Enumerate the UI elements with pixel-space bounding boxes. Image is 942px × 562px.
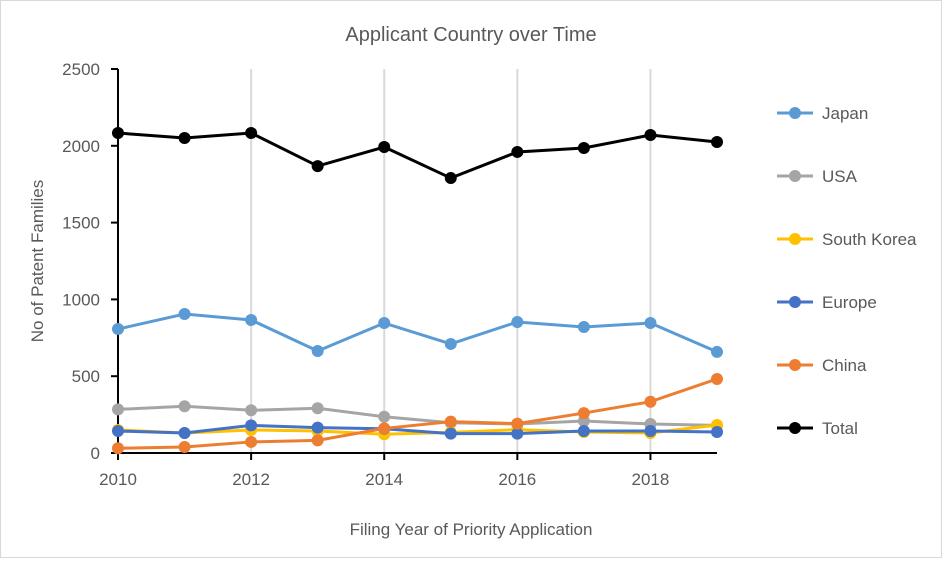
legend-marker bbox=[789, 170, 801, 182]
data-point bbox=[178, 131, 191, 144]
y-tick-label: 1000 bbox=[62, 290, 100, 309]
y-tick-label: 2500 bbox=[62, 60, 100, 79]
data-point bbox=[378, 422, 391, 435]
data-point bbox=[644, 425, 657, 438]
series-line-japan bbox=[117, 312, 718, 354]
data-point bbox=[112, 403, 124, 416]
legend-label: Europe bbox=[822, 293, 877, 312]
y-axis-label: No of Patent Families bbox=[28, 180, 47, 343]
data-point bbox=[311, 434, 324, 447]
x-tick-label: 2018 bbox=[632, 470, 670, 489]
data-point bbox=[178, 427, 191, 440]
x-tick-label: 2016 bbox=[498, 470, 536, 489]
data-point bbox=[444, 427, 457, 440]
legend-marker bbox=[789, 233, 801, 245]
data-point bbox=[711, 425, 723, 438]
data-point bbox=[378, 141, 391, 154]
data-point bbox=[711, 372, 723, 385]
series-line-total bbox=[117, 131, 718, 180]
data-point bbox=[644, 129, 657, 142]
data-point bbox=[311, 421, 324, 434]
y-tick-label: 1500 bbox=[62, 214, 100, 233]
data-point bbox=[444, 337, 457, 350]
data-point bbox=[577, 321, 590, 334]
data-point bbox=[245, 404, 258, 417]
legend-label: Total bbox=[822, 419, 858, 438]
series-line-china bbox=[117, 377, 718, 450]
x-axis-label: Filing Year of Priority Application bbox=[350, 520, 593, 539]
data-point bbox=[711, 345, 723, 358]
data-point bbox=[311, 160, 324, 173]
data-point bbox=[577, 407, 590, 420]
legend-marker bbox=[789, 107, 801, 119]
data-point bbox=[644, 317, 657, 330]
data-point bbox=[311, 402, 324, 415]
data-point bbox=[311, 345, 324, 358]
x-tick-label: 2010 bbox=[99, 470, 137, 489]
data-point bbox=[112, 323, 124, 336]
data-point bbox=[112, 425, 124, 438]
data-point bbox=[112, 127, 124, 140]
legend-marker bbox=[789, 422, 801, 434]
series-line-usa bbox=[117, 404, 718, 427]
data-point bbox=[511, 145, 524, 158]
data-point bbox=[245, 313, 258, 326]
data-point bbox=[711, 135, 723, 148]
x-tick-label: 2014 bbox=[365, 470, 403, 489]
data-point bbox=[178, 307, 191, 320]
data-point bbox=[511, 427, 524, 440]
data-point bbox=[245, 435, 258, 448]
legend-marker bbox=[789, 296, 801, 308]
data-point bbox=[378, 317, 391, 330]
data-point bbox=[245, 419, 258, 432]
data-point bbox=[112, 442, 124, 455]
y-tick-label: 500 bbox=[72, 367, 100, 386]
data-point bbox=[577, 141, 590, 154]
data-point bbox=[577, 425, 590, 438]
data-point bbox=[378, 410, 391, 423]
data-point bbox=[444, 415, 457, 428]
data-point bbox=[644, 395, 657, 408]
data-point bbox=[444, 172, 457, 185]
y-tick-label: 2000 bbox=[62, 137, 100, 156]
y-tick-label: 0 bbox=[91, 444, 100, 463]
x-tick-label: 2012 bbox=[232, 470, 270, 489]
data-point bbox=[245, 127, 258, 140]
legend-label: China bbox=[822, 356, 867, 375]
legend-label: Japan bbox=[822, 104, 868, 123]
legend-label: USA bbox=[822, 167, 858, 186]
data-point bbox=[178, 400, 191, 413]
legend-label: South Korea bbox=[822, 230, 917, 249]
data-point bbox=[511, 315, 524, 328]
data-point bbox=[178, 441, 191, 454]
data-point bbox=[511, 417, 524, 430]
legend-marker bbox=[789, 359, 801, 371]
series-line-europe bbox=[117, 423, 718, 436]
chart-title: Applicant Country over Time bbox=[345, 24, 596, 46]
